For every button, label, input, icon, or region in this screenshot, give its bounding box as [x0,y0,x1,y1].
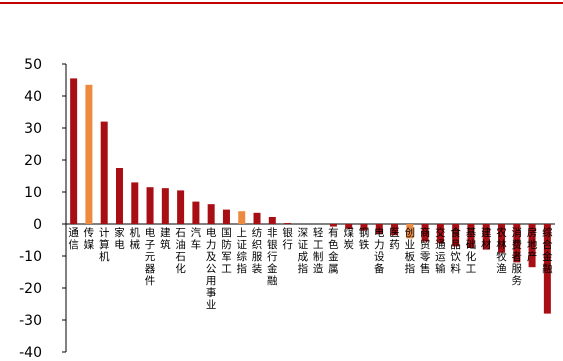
y-tick-label: 10 [24,185,42,201]
category-label: 医药 [389,227,400,251]
bar [268,216,276,224]
category-label: 煤炭 [343,226,354,251]
bar [177,190,185,224]
category-label: 纺织服装 [252,226,263,275]
category-label: 银行 [282,226,293,251]
bar [85,84,93,224]
bar [436,224,444,244]
category-label: 家电 [114,226,125,251]
bar [498,224,506,253]
category-label: 创业板指 [405,226,416,275]
category-label: 有色金属 [328,226,339,275]
bar [482,224,490,250]
category-label: 电力及公用事业 [206,226,217,311]
bar [192,201,200,224]
top-rule [0,2,563,4]
bars [70,78,551,314]
bar [391,224,399,236]
bar [115,168,123,224]
bar [70,78,78,225]
category-label: 综合金融 [542,226,553,275]
category-label: 建筑 [160,226,171,251]
category-labels: 通信传媒计算机家电机械电子元器件建筑石油石化汽车电力及公用事业国防军工上证综指纺… [68,226,553,311]
bar [253,212,261,224]
y-tick-label: -30 [19,313,42,329]
category-label: 传媒 [84,227,95,251]
y-tick-label: 0 [33,217,42,233]
bar [146,187,154,224]
category-label: 建材 [481,226,492,251]
bar [238,211,246,224]
bar [375,224,383,234]
category-label: 石油石化 [175,227,186,275]
bar [421,224,429,242]
category-label: 深证成指 [298,227,309,275]
category-label: 机械 [130,226,141,251]
bar [100,121,108,224]
category-label: 通信 [68,227,79,251]
bar [360,224,368,231]
y-tick-label: 40 [24,89,42,105]
category-label: 钢铁 [359,226,370,251]
bar [467,224,475,248]
bar [222,209,230,224]
bar [452,224,460,247]
category-label: 食品饮料 [450,226,461,275]
bar [284,223,292,224]
y-tick-label: -20 [19,281,42,297]
category-label: 非银行金融 [267,227,278,287]
category-label: 电力设备 [374,226,385,275]
bar [513,224,521,263]
category-label: 房地产 [527,226,538,263]
category-label: 国防军工 [221,227,232,275]
category-label: 轻工制造 [313,226,324,275]
category-label: 交通运输 [435,226,446,275]
category-label: 商贸零售 [420,226,431,275]
y-tick-label: 50 [24,57,42,73]
bar [528,224,536,268]
bar [161,188,169,224]
bar [543,224,551,314]
bar [329,224,337,227]
category-label: 基础化工 [466,226,477,275]
bar [131,182,139,224]
y-tick-label: 30 [24,121,42,137]
category-label: 农林牧渔 [496,226,507,275]
y-tick-label: 20 [24,153,42,169]
category-label: 汽车 [191,226,202,251]
y-axis-ticks: 50 40 30 20 10 0 -10 -20 -30 -40 [19,57,66,361]
category-label: 消费者服务 [512,226,523,287]
category-label: 上证综指 [236,227,247,275]
y-tick-label: -10 [19,249,42,265]
y-tick-label: -40 [19,345,42,361]
bar [406,224,414,239]
category-label: 电子元器件 [145,226,156,287]
category-label: 计算机 [99,226,110,263]
bar [207,204,215,224]
bar [345,224,353,229]
